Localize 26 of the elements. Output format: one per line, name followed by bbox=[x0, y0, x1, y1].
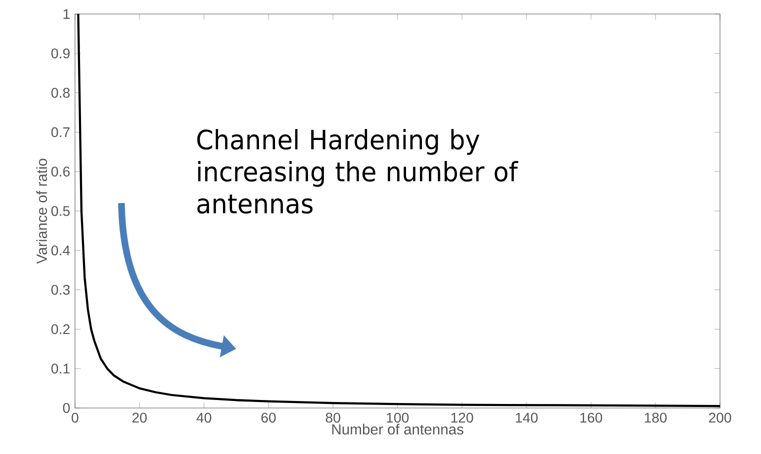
y-axis-title: Variance of ratio bbox=[36, 158, 48, 264]
y-tick-label: 0.6 bbox=[51, 166, 70, 177]
annotation: Channel Hardening by increasing the number of antennas bbox=[197, 129, 518, 214]
x-tick-label: 180 bbox=[644, 412, 667, 423]
line-series bbox=[77, 12, 722, 408]
y-tick-label: 0.2 bbox=[51, 324, 70, 334]
y-tick-label: 0.8 bbox=[51, 88, 70, 98]
x-tick-label: 120 bbox=[451, 412, 474, 423]
y-tick-label: 0.9 bbox=[51, 48, 70, 58]
x-tick-label: 40 bbox=[196, 412, 212, 423]
y-tick-label: 0.4 bbox=[51, 245, 70, 256]
y-tick-label: 0.3 bbox=[51, 284, 70, 295]
x-tick-label: 0 bbox=[72, 412, 78, 423]
x-axis-title: Number of antennas bbox=[332, 424, 464, 435]
y-tick-label: 0.7 bbox=[51, 127, 70, 138]
x-tick-label: 80 bbox=[326, 412, 340, 423]
x-tick-label: 100 bbox=[386, 412, 409, 423]
y-tick-label: 0.5 bbox=[51, 206, 70, 216]
x-tick-label: 140 bbox=[516, 412, 538, 423]
x-tick-label: 160 bbox=[580, 412, 602, 423]
x-tick-label: 60 bbox=[261, 412, 276, 423]
x-tick-label: 20 bbox=[132, 412, 147, 423]
y-tick-label: 1 bbox=[64, 9, 70, 19]
x-tick-label: 200 bbox=[709, 412, 732, 423]
y-tick-label: 0.1 bbox=[51, 364, 70, 374]
y-tick-label: 0 bbox=[63, 403, 70, 413]
